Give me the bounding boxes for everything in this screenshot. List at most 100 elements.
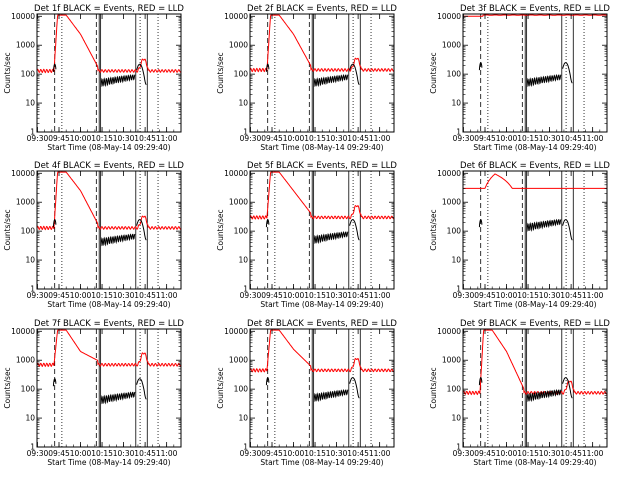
x-tick-label: 11:00 (156, 449, 178, 458)
plot-frame (36, 328, 182, 448)
x-axis-label: Start Time (08-May-14 09:29:40) (260, 300, 383, 309)
series-line-events (52, 63, 147, 87)
x-tick-label: 10:30 (326, 449, 348, 458)
y-tick-label: 10 (25, 414, 35, 423)
x-tick-label: 09:45 (48, 291, 70, 300)
x-tick-label: 09:30 (240, 134, 262, 143)
y-tick-label: 10000 (437, 169, 461, 178)
x-tick-label: 09:45 (261, 449, 283, 458)
y-tick-label: 10 (238, 99, 248, 108)
y-tick-label: 10000 (11, 327, 35, 336)
plot-frame (249, 13, 395, 133)
x-tick-label: 10:30 (539, 134, 561, 143)
x-tick-label: 09:45 (474, 134, 496, 143)
y-axis-label: Counts/sec (429, 52, 438, 93)
x-tick-label: 10:00 (283, 449, 305, 458)
x-tick-label: 11:00 (369, 291, 391, 300)
x-tick-label: 10:15 (517, 291, 539, 300)
y-tick-label: 1 (456, 443, 461, 452)
series-line-events (478, 218, 573, 241)
x-tick-label: 10:00 (496, 134, 518, 143)
y-tick-label: 10000 (224, 327, 248, 336)
panel-title: Det 7f BLACK = Events, RED = LLD (34, 319, 184, 329)
x-tick-label: 10:30 (113, 449, 135, 458)
y-tick-label: 10 (238, 414, 248, 423)
panel-title: Det 4f BLACK = Events, RED = LLD (34, 161, 184, 171)
x-tick-label: 10:00 (496, 449, 518, 458)
series-line-lld (37, 14, 181, 74)
x-tick-label: 09:30 (27, 134, 49, 143)
x-tick-label: 10:45 (347, 134, 369, 143)
x-tick-label: 10:00 (283, 291, 305, 300)
x-tick-label: 10:45 (347, 449, 369, 458)
x-tick-label: 09:45 (474, 449, 496, 458)
x-tick-label: 11:00 (582, 449, 604, 458)
y-tick-label: 100 (234, 227, 249, 236)
y-tick-label: 10000 (437, 327, 461, 336)
y-axis-label: Counts/sec (3, 209, 12, 250)
x-tick-label: 11:00 (369, 134, 391, 143)
detector-panel-3: Det 3f BLACK = Events, RED = LLD 1 10 100 10… (429, 4, 610, 152)
y-tick-label: 1000 (16, 356, 35, 365)
plot-area (250, 171, 394, 289)
panel-title: Det 9f BLACK = Events, RED = LLD (460, 319, 610, 329)
series-line-lld (250, 14, 394, 73)
x-tick-label: 10:30 (113, 134, 135, 143)
series-line-events (52, 218, 147, 247)
y-tick-label: 1000 (229, 198, 248, 207)
y-tick-label: 100 (447, 385, 462, 394)
x-tick-label: 10:45 (134, 134, 156, 143)
x-axis-label: Start Time (08-May-14 09:29:40) (260, 143, 383, 152)
x-tick-label: 10:30 (326, 134, 348, 143)
y-axis-label: Counts/sec (3, 52, 12, 93)
x-axis-label: Start Time (08-May-14 09:29:40) (473, 143, 596, 152)
y-tick-label: 10 (451, 99, 461, 108)
detector-panel-1: Det 1f BLACK = Events, RED = LLD 1 10 100 10… (3, 4, 184, 152)
x-tick-label: 09:45 (48, 449, 70, 458)
y-tick-label: 1 (243, 128, 248, 137)
y-tick-label: 10000 (224, 169, 248, 178)
plot-area (250, 14, 394, 132)
series-line-events (265, 218, 360, 244)
x-axis-label: Start Time (08-May-14 09:29:40) (47, 458, 170, 467)
plot-frame (249, 328, 395, 448)
x-axis-label: Start Time (08-May-14 09:29:40) (260, 458, 383, 467)
y-tick-label: 1000 (229, 356, 248, 365)
x-tick-label: 10:15 (91, 449, 113, 458)
y-axis-label: Counts/sec (216, 52, 225, 93)
x-tick-label: 10:15 (517, 449, 539, 458)
panel-title: Det 8f BLACK = Events, RED = LLD (247, 319, 397, 329)
y-axis-label: Counts/sec (216, 209, 225, 250)
y-tick-label: 1000 (229, 41, 248, 50)
y-tick-label: 10 (25, 256, 35, 265)
plot-area (37, 329, 181, 447)
y-tick-label: 1 (243, 443, 248, 452)
x-tick-label: 09:30 (240, 449, 262, 458)
detector-panel-2: Det 2f BLACK = Events, RED = LLD 1 10 100 10… (216, 4, 397, 152)
y-tick-label: 1000 (16, 41, 35, 50)
x-tick-label: 11:00 (582, 291, 604, 300)
y-tick-label: 10 (451, 256, 461, 265)
x-tick-label: 09:45 (261, 291, 283, 300)
series-line-lld (463, 329, 607, 396)
y-tick-label: 1 (456, 285, 461, 294)
x-tick-label: 11:00 (582, 134, 604, 143)
plot-frame (36, 13, 182, 133)
y-tick-label: 10000 (224, 12, 248, 21)
plot-area (463, 14, 607, 132)
plot-area (250, 329, 394, 447)
x-tick-label: 10:45 (134, 449, 156, 458)
series-line-lld (463, 173, 607, 189)
detector-panel-9: Det 9f BLACK = Events, RED = LLD 1 10 100 10… (429, 319, 610, 467)
plot-frame (36, 170, 182, 290)
plot-area (37, 14, 181, 132)
series-line-lld (250, 329, 394, 373)
x-tick-label: 10:45 (560, 134, 582, 143)
y-tick-label: 1000 (442, 356, 461, 365)
x-tick-label: 09:30 (453, 291, 475, 300)
y-axis-label: Counts/sec (429, 209, 438, 250)
x-tick-label: 10:45 (560, 449, 582, 458)
x-axis-label: Start Time (08-May-14 09:29:40) (473, 458, 596, 467)
x-tick-label: 11:00 (156, 291, 178, 300)
y-tick-label: 1000 (442, 41, 461, 50)
